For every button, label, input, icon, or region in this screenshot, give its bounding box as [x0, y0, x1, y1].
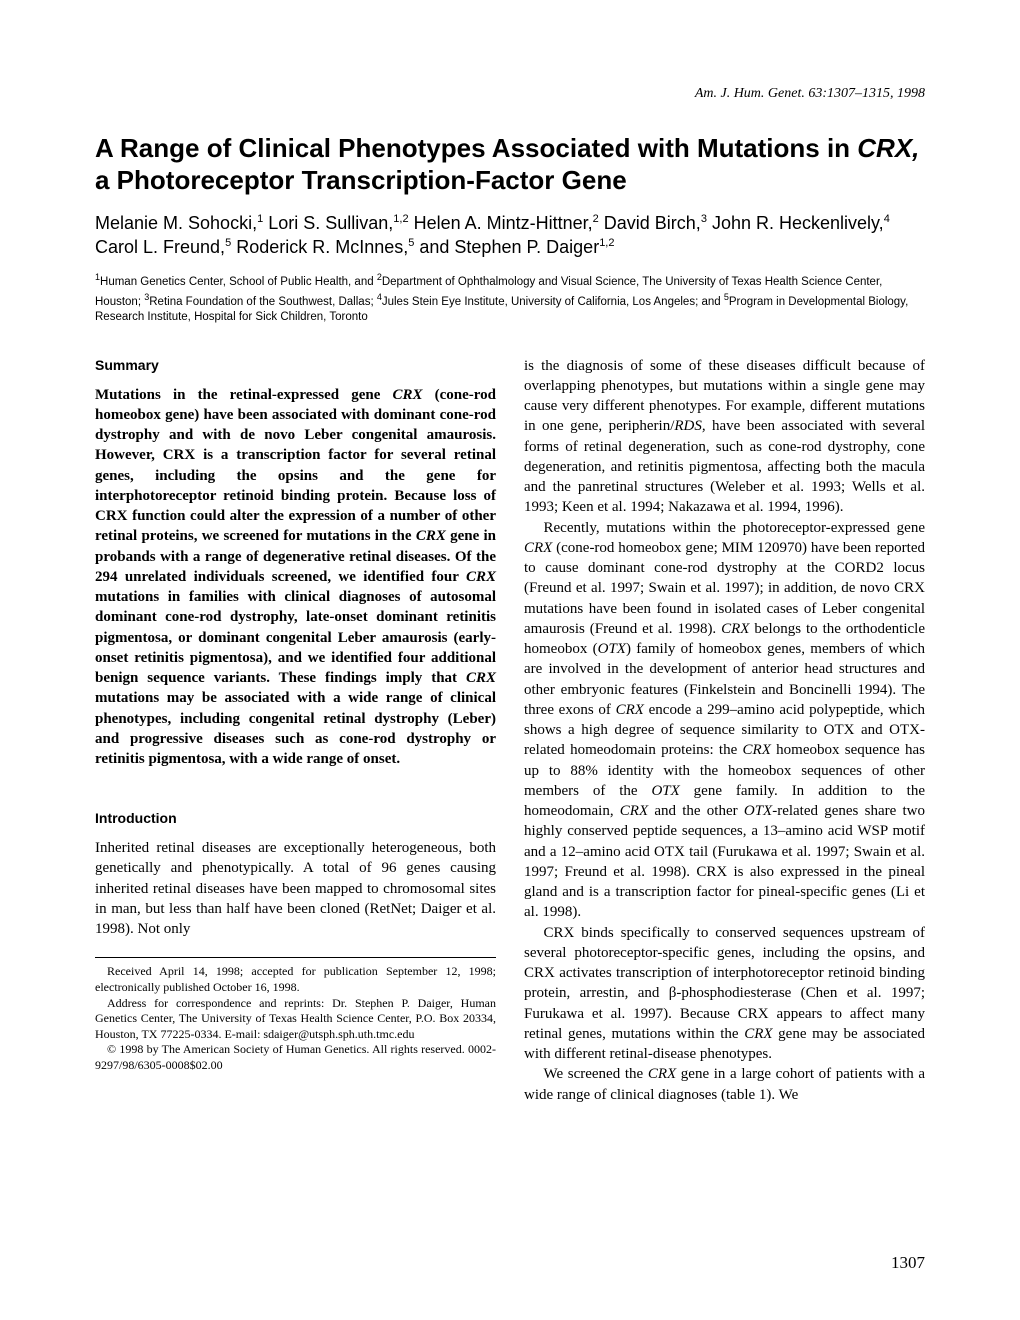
journal-citation: Am. J. Hum. Genet. 63:1307–1315, 1998 — [95, 85, 925, 104]
body-paragraph-2: Recently, mutations within the photorece… — [524, 518, 925, 923]
footnotes: Received April 14, 1998; accepted for pu… — [95, 957, 496, 1073]
footnote-received: Received April 14, 1998; accepted for pu… — [95, 964, 496, 995]
footnote-copyright: © 1998 by The American Society of Human … — [95, 1042, 496, 1073]
title-pre: A Range of Clinical Phenotypes Associate… — [95, 133, 857, 163]
two-column-layout: Summary Mutations in the retinal-express… — [95, 356, 925, 1105]
introduction-body: Inherited retinal diseases are exception… — [95, 838, 496, 939]
summary-text: Mutations in the retinal-expressed gene … — [95, 385, 496, 770]
body-paragraph-3: CRX binds specifically to conserved sequ… — [524, 923, 925, 1065]
article-title: A Range of Clinical Phenotypes Associate… — [95, 132, 925, 197]
summary-heading: Summary — [95, 356, 496, 375]
intro-paragraph-1: Inherited retinal diseases are exception… — [95, 838, 496, 939]
body-paragraph-4: We screened the CRX gene in a large coho… — [524, 1064, 925, 1105]
affiliations: 1Human Genetics Center, School of Public… — [95, 271, 925, 325]
right-column: is the diagnosis of some of these diseas… — [524, 356, 925, 1105]
title-gene: CRX, — [857, 133, 919, 163]
page-number: 1307 — [891, 1252, 925, 1275]
author-list: Melanie M. Sohocki,1 Lori S. Sullivan,1,… — [95, 211, 925, 260]
left-column: Summary Mutations in the retinal-express… — [95, 356, 496, 1105]
body-paragraph-cont: is the diagnosis of some of these diseas… — [524, 356, 925, 518]
introduction-heading: Introduction — [95, 809, 496, 828]
title-post: a Photoreceptor Transcription-Factor Gen… — [95, 165, 627, 195]
footnote-correspondence: Address for correspondence and reprints:… — [95, 996, 496, 1043]
